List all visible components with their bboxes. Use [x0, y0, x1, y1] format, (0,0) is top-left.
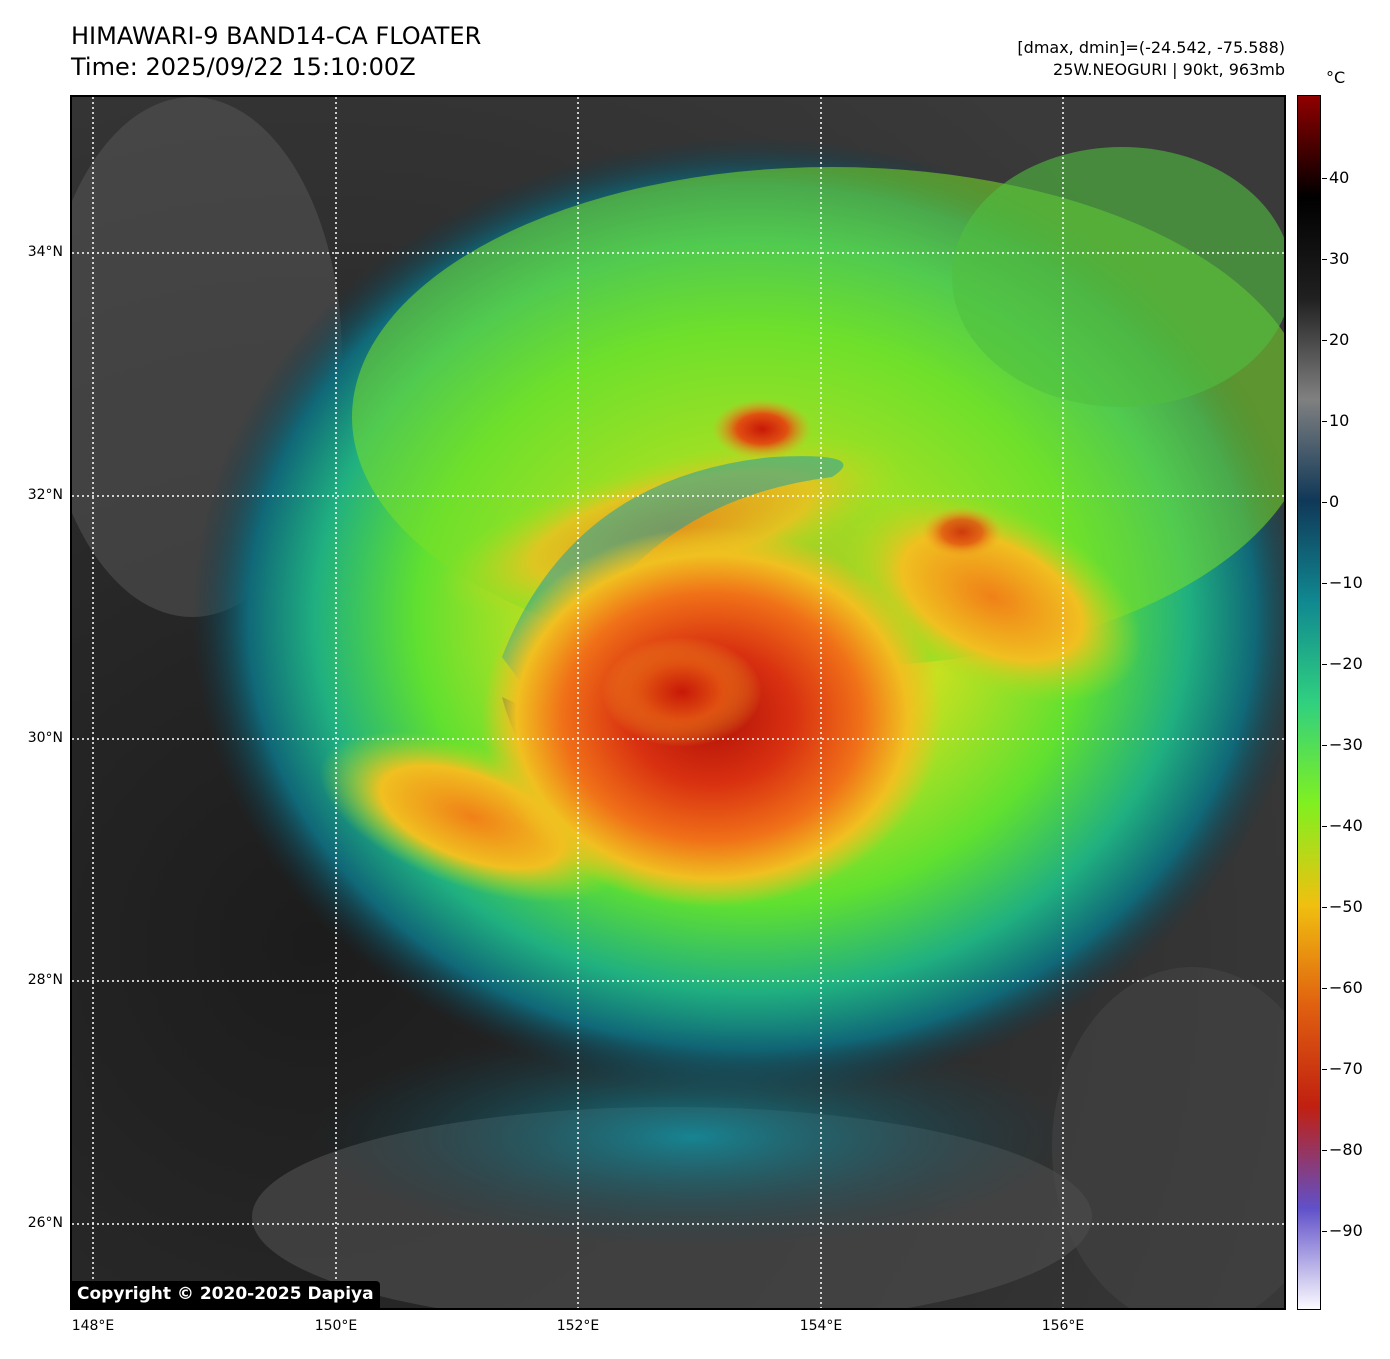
- lon-label: 152°E: [556, 1318, 600, 1334]
- colorbar-tick: [1322, 421, 1327, 422]
- colorbar-tick-label: −40: [1329, 816, 1363, 835]
- colorbar-tick: [1322, 664, 1327, 665]
- colorbar-tick-label: −20: [1329, 654, 1363, 673]
- lat-label: 34°N: [27, 244, 63, 260]
- lat-label: 32°N: [27, 487, 63, 503]
- lon-label: 154°E: [799, 1318, 843, 1334]
- colorbar-tick: [1322, 826, 1327, 827]
- lat-label: 26°N: [27, 1215, 63, 1231]
- colorbar-tick: [1322, 988, 1327, 989]
- colorbar-unit: °C: [1326, 68, 1346, 87]
- image-title: HIMAWARI-9 BAND14-CA FLOATER: [71, 22, 482, 50]
- colorbar-tick: [1322, 259, 1327, 260]
- image-time: Time: 2025/09/22 15:10:00Z: [71, 53, 416, 81]
- lat-label: 28°N: [27, 972, 63, 988]
- colorbar-tick: [1322, 745, 1327, 746]
- colorbar-tick: [1322, 1069, 1327, 1070]
- colorbar-tick: [1322, 340, 1327, 341]
- lat-label: 30°N: [27, 730, 63, 746]
- lon-label: 148°E: [71, 1318, 115, 1334]
- colorbar-tick: [1322, 178, 1327, 179]
- colorbar-tick-label: 10: [1329, 411, 1350, 430]
- colorbar-tick-label: 20: [1329, 330, 1350, 349]
- colorbar-tick-label: 40: [1329, 168, 1350, 187]
- storm-info: 25W.NEOGURI | 90kt, 963mb: [1053, 60, 1285, 79]
- colorbar-tick-label: −70: [1329, 1059, 1363, 1078]
- colorbar-tick-label: −30: [1329, 735, 1363, 754]
- colorbar-tick-label: −60: [1329, 978, 1363, 997]
- colorbar-tick-label: −80: [1329, 1140, 1363, 1159]
- colorbar: [1297, 95, 1321, 1310]
- temperature-range: [dmax, dmin]=(-24.542, -75.588): [1017, 38, 1285, 57]
- colorbar-tick-label: 30: [1329, 249, 1350, 268]
- copyright-label: Copyright © 2020-2025 Dapiya: [71, 1281, 380, 1308]
- lon-label: 150°E: [314, 1318, 358, 1334]
- colorbar-tick: [1322, 583, 1327, 584]
- colorbar-tick: [1322, 1231, 1327, 1232]
- colorbar-tick: [1322, 502, 1327, 503]
- lon-label: 156°E: [1041, 1318, 1085, 1334]
- colorbar-tick-label: −10: [1329, 573, 1363, 592]
- colorbar-tick: [1322, 1150, 1327, 1151]
- colorbar-tick-label: −90: [1329, 1221, 1363, 1240]
- colorbar-tick: [1322, 907, 1327, 908]
- satellite-image: [70, 95, 1286, 1310]
- colorbar-tick-label: −50: [1329, 897, 1363, 916]
- colorbar-tick-label: 0: [1329, 492, 1340, 511]
